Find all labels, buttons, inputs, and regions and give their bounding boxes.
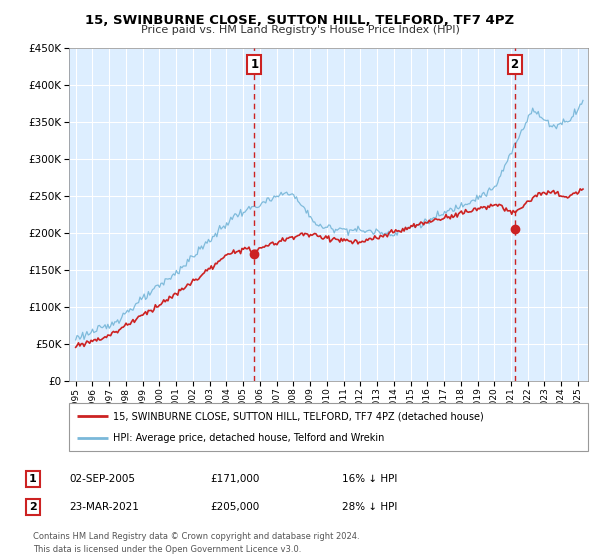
FancyBboxPatch shape <box>69 403 588 451</box>
Text: 1: 1 <box>29 474 37 484</box>
Text: 16% ↓ HPI: 16% ↓ HPI <box>342 474 397 484</box>
Text: 1: 1 <box>250 58 259 71</box>
Text: 23-MAR-2021: 23-MAR-2021 <box>69 502 139 512</box>
Text: 2: 2 <box>511 58 519 71</box>
Text: 02-SEP-2005: 02-SEP-2005 <box>69 474 135 484</box>
Text: 15, SWINBURNE CLOSE, SUTTON HILL, TELFORD, TF7 4PZ (detached house): 15, SWINBURNE CLOSE, SUTTON HILL, TELFOR… <box>113 411 484 421</box>
Text: £171,000: £171,000 <box>210 474 259 484</box>
Text: £205,000: £205,000 <box>210 502 259 512</box>
Text: 2: 2 <box>29 502 37 512</box>
Text: Contains HM Land Registry data © Crown copyright and database right 2024.: Contains HM Land Registry data © Crown c… <box>33 532 359 541</box>
Text: Price paid vs. HM Land Registry's House Price Index (HPI): Price paid vs. HM Land Registry's House … <box>140 25 460 35</box>
Text: This data is licensed under the Open Government Licence v3.0.: This data is licensed under the Open Gov… <box>33 545 301 554</box>
Text: 15, SWINBURNE CLOSE, SUTTON HILL, TELFORD, TF7 4PZ: 15, SWINBURNE CLOSE, SUTTON HILL, TELFOR… <box>85 14 515 27</box>
Text: 28% ↓ HPI: 28% ↓ HPI <box>342 502 397 512</box>
Text: HPI: Average price, detached house, Telford and Wrekin: HPI: Average price, detached house, Telf… <box>113 433 385 443</box>
